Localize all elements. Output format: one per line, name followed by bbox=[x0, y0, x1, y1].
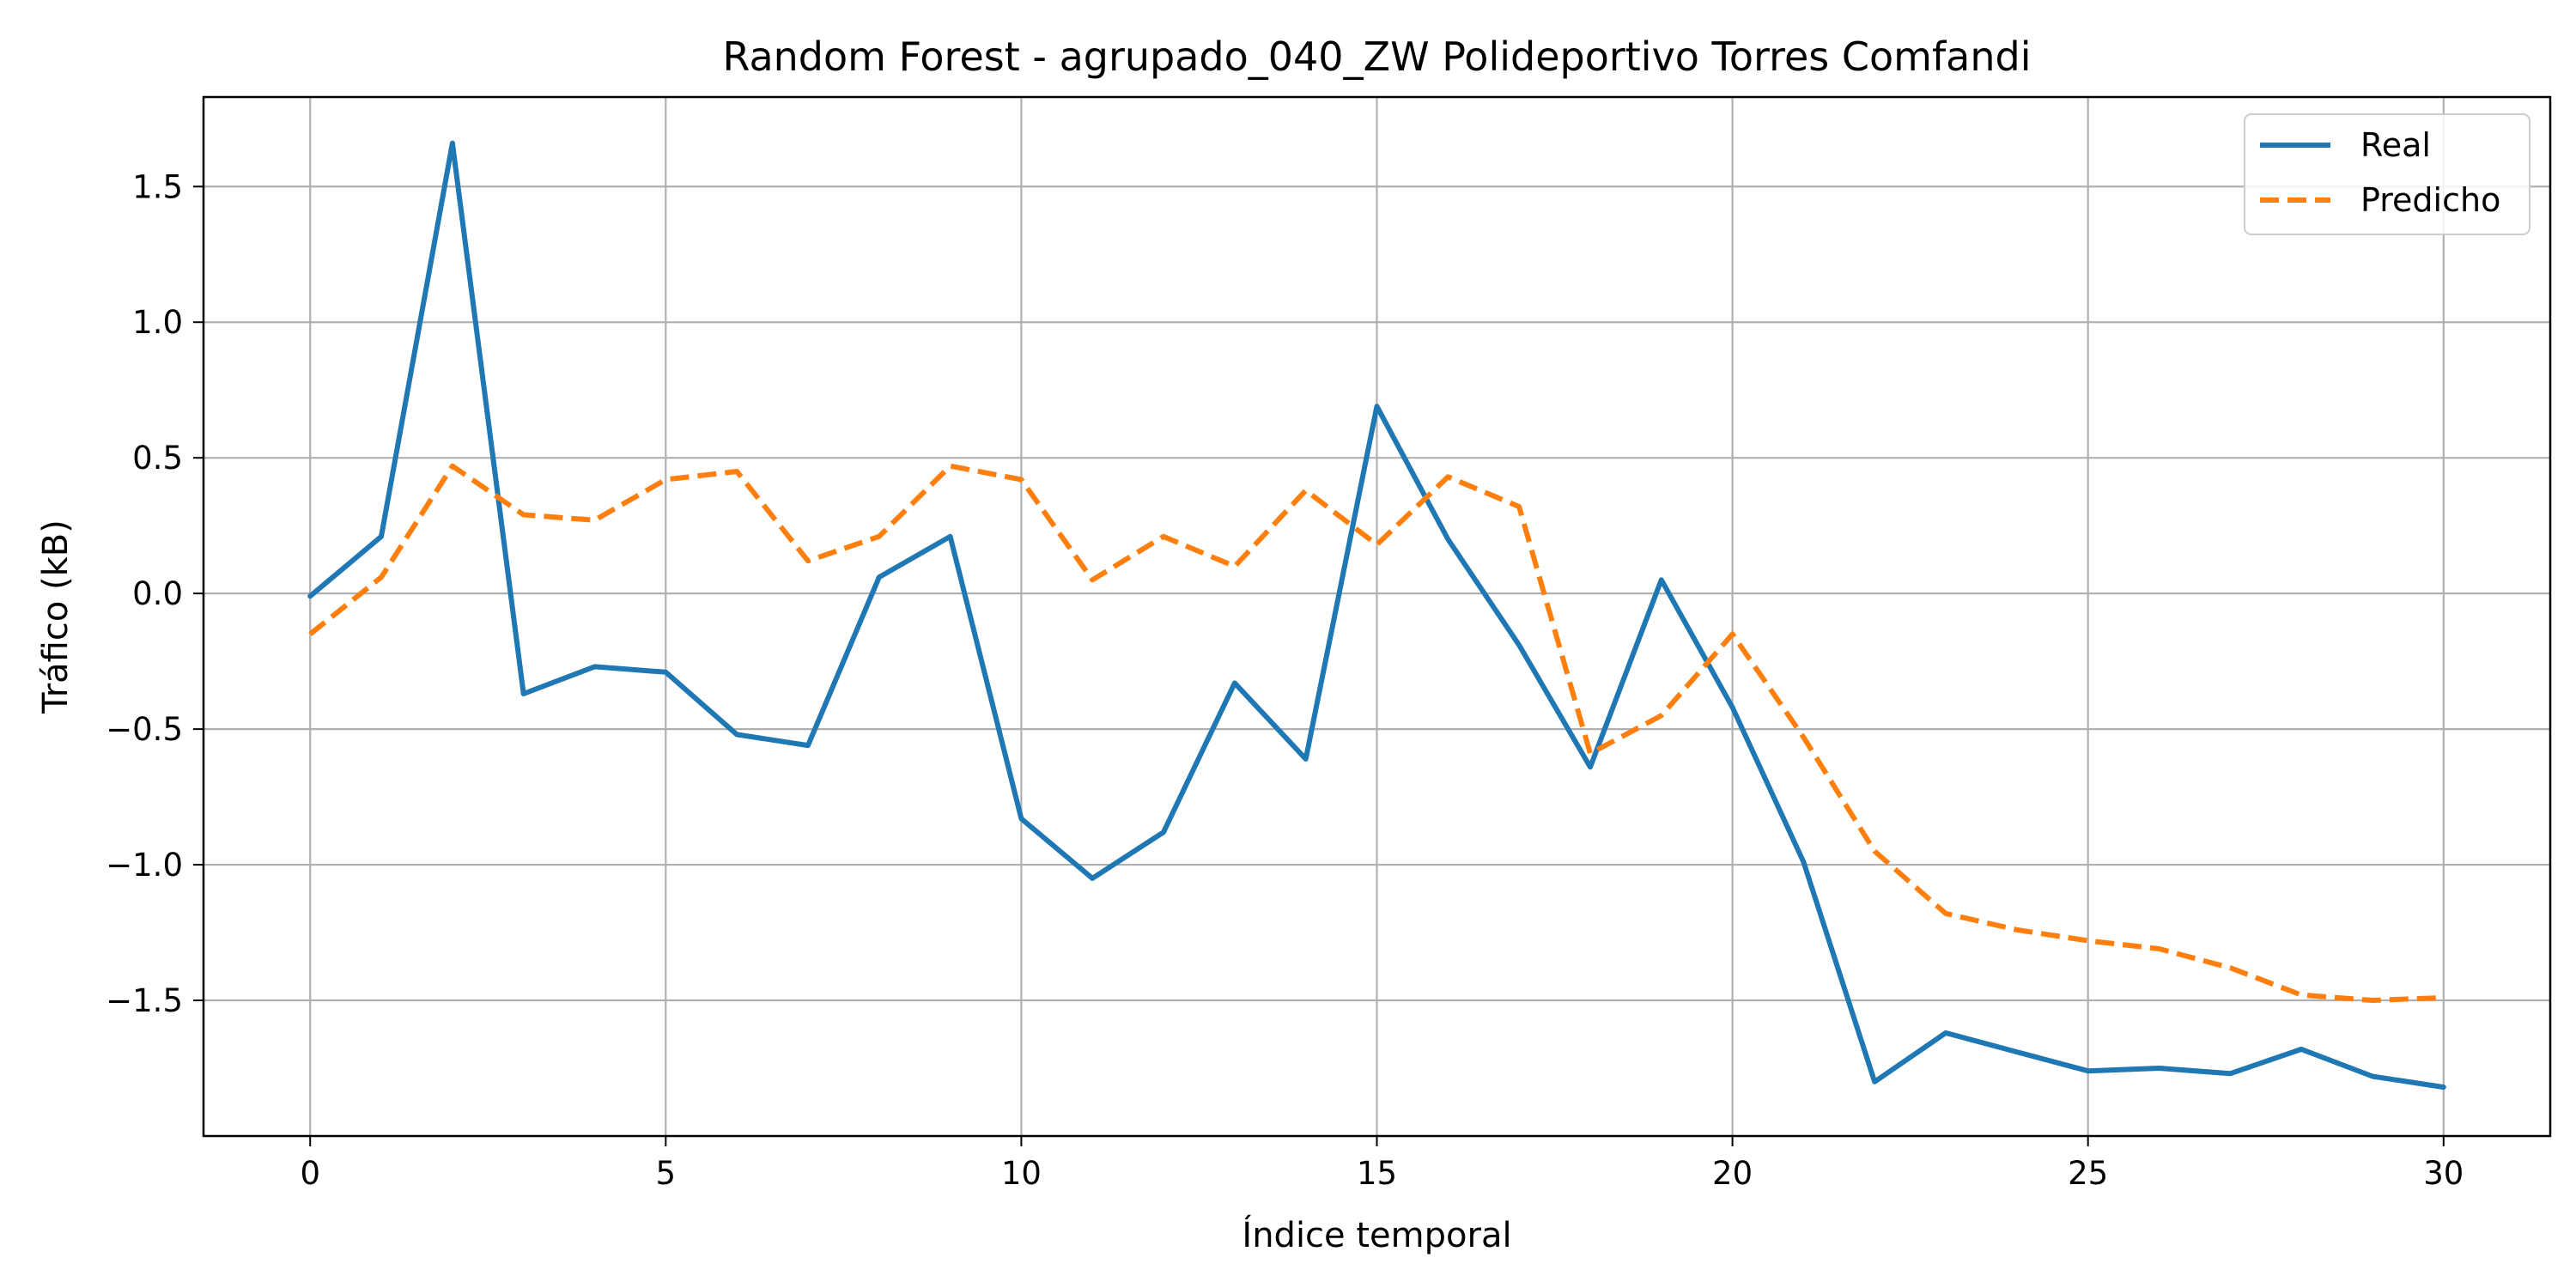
y-axis-title: Tráfico (kB) bbox=[36, 519, 76, 714]
series-line-real bbox=[307, 140, 2446, 1091]
legend-label: Predicho bbox=[2360, 181, 2500, 219]
x-tick-label: 5 bbox=[656, 1155, 677, 1192]
x-tick-label: 0 bbox=[300, 1155, 320, 1192]
y-tick-label: 0.0 bbox=[132, 575, 183, 612]
x-tick-label: 15 bbox=[1357, 1155, 1397, 1192]
y-tick-label: 1.0 bbox=[132, 304, 183, 341]
x-axis-title: Índice temporal bbox=[1242, 1214, 1511, 1255]
series-lines bbox=[307, 140, 2446, 1091]
legend-label: Real bbox=[2360, 126, 2431, 164]
y-tick-label: 1.5 bbox=[132, 168, 183, 205]
y-tick-label: −0.5 bbox=[106, 711, 183, 748]
y-tick-label: −1.5 bbox=[106, 982, 183, 1019]
x-tick-label: 25 bbox=[2068, 1155, 2108, 1192]
x-tick-label: 30 bbox=[2423, 1155, 2464, 1192]
x-axis-ticks: 0 5 10 15 20 25 30 bbox=[300, 1136, 2464, 1192]
legend: Real Predicho bbox=[2244, 113, 2530, 235]
y-tick-label: 0.5 bbox=[132, 440, 183, 477]
y-axis-ticks: −1.5 −1.0 −0.5 0.0 0.5 1.0 1.5 bbox=[106, 168, 204, 1019]
grid-lines bbox=[204, 97, 2550, 1136]
chart-title: Random Forest - agrupado_040_ZW Polidepo… bbox=[723, 33, 2032, 80]
y-tick-label: −1.0 bbox=[106, 847, 183, 884]
x-tick-label: 20 bbox=[1712, 1155, 1753, 1192]
x-tick-label: 10 bbox=[1001, 1155, 1042, 1192]
